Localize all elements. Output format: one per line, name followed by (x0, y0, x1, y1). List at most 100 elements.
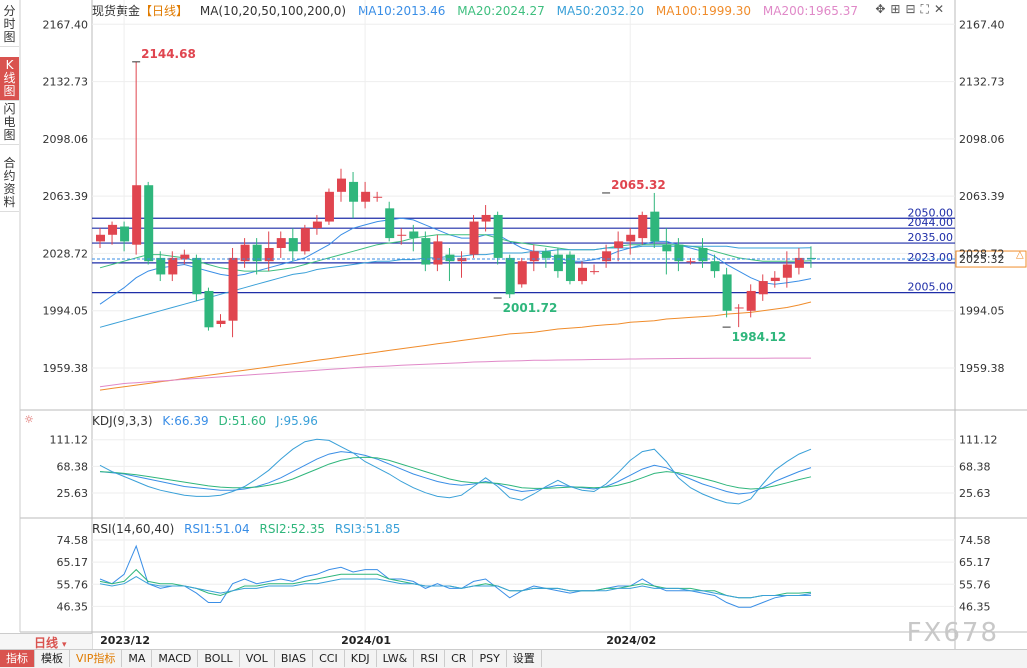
candle-body (457, 257, 467, 262)
toolbar-item-14[interactable]: 设置 (507, 650, 542, 667)
kdj-name[interactable]: KDJ(9,3,3) (92, 414, 153, 428)
toolbar-item-13[interactable]: PSY (473, 650, 507, 667)
y-tick-right: 2167.40 (959, 18, 1005, 31)
candle-body (794, 257, 804, 268)
x-tick-label: 2023/12 (100, 634, 150, 647)
toolbar-item-12[interactable]: CR (445, 650, 474, 667)
candle-body (469, 221, 479, 255)
candle-body (300, 228, 310, 252)
period-selector[interactable]: 日线 ▾ (0, 633, 92, 651)
move-icon[interactable]: ✥ (875, 2, 891, 16)
candle-body (662, 244, 672, 252)
rsi-y-tick-right: 65.17 (959, 556, 991, 569)
period-tag[interactable]: 【日线】 (140, 4, 189, 18)
toolbar-item-4[interactable]: MACD (152, 650, 199, 667)
candle-body (192, 257, 202, 295)
y-tick-left: 2063.39 (43, 190, 89, 203)
level-label: 2035.00 (908, 231, 954, 244)
candle-body (445, 254, 455, 262)
ma50-value: MA50:2032.20 (556, 4, 645, 18)
toolbar-item-0[interactable]: 指标 (0, 650, 35, 667)
candle-body (108, 224, 118, 235)
candle-body (228, 257, 238, 321)
candle-body (132, 185, 142, 245)
toolbar-item-8[interactable]: CCI (313, 650, 345, 667)
main-legend: 现货黄金【日线】 MA(10,20,50,100,200,0) MA10:201… (92, 2, 866, 19)
annotation-label: 1984.12 (732, 330, 787, 344)
candle-body (96, 234, 105, 242)
candle-body (746, 290, 756, 311)
side-tab-1[interactable]: K 线 图 (0, 57, 19, 101)
candle-body (710, 261, 720, 272)
candle-body (505, 257, 515, 295)
candle-body (216, 320, 226, 324)
y-tick-left: 2167.40 (43, 18, 89, 31)
y-tick-right: 2098.06 (959, 133, 1005, 146)
side-tab-2[interactable]: 闪 电 图 (0, 101, 19, 145)
candle-body (276, 238, 286, 248)
side-tab-3[interactable]: 合 约 资 料 (0, 155, 19, 212)
candle-body (553, 254, 563, 272)
rsi-y-tick-right: 46.35 (959, 600, 991, 613)
level-label: 2023.00 (908, 251, 954, 264)
annotation-label: 2001.72 (503, 301, 558, 315)
rsi-legend: RSI(14,60,40) RSI1:51.04 RSI2:52.35 RSI3… (92, 522, 406, 536)
candle-body (565, 254, 575, 282)
last-close-label: 2028.72 (959, 247, 1005, 260)
kdj-legend: KDJ(9,3,3) K:66.39 D:51.60 J:95.96 (92, 414, 324, 428)
chart-canvas[interactable]: ☼ 2167.40 2167.40 2132.73 2132.73 2098.06 2098… (0, 0, 1027, 650)
ma-setting[interactable]: MA(10,20,50,100,200,0) (199, 4, 347, 18)
watermark: FX678 (906, 618, 999, 648)
side-tab-0[interactable]: 分 时 图 (0, 3, 19, 47)
toolbar-item-10[interactable]: LW& (377, 650, 415, 667)
symbol-name: 现货黄金 (92, 4, 141, 18)
candle-body (288, 238, 298, 252)
y-tick-left: 1994.05 (43, 305, 89, 318)
kdj-y-tick-right: 111.12 (959, 434, 998, 447)
candle-body (349, 181, 359, 202)
y-tick-right: 2132.73 (959, 76, 1005, 89)
toolbar-item-1[interactable]: 模板 (35, 650, 70, 667)
toolbar-item-7[interactable]: BIAS (275, 650, 314, 667)
candle-body (156, 257, 166, 275)
kdj-line-j (99, 438, 812, 505)
candle-body (252, 244, 262, 262)
candle-body (626, 234, 636, 242)
annotation-label: 2065.32 (611, 178, 666, 192)
close-icon[interactable]: ✕ (933, 2, 949, 16)
current-price-label: 2025.32 (959, 253, 1005, 266)
toolbar-item-3[interactable]: MA (122, 650, 153, 667)
candle-body (180, 254, 190, 260)
y-tick-left: 1959.38 (43, 362, 89, 375)
candle-body (373, 196, 383, 198)
candle-body (481, 214, 491, 222)
candle-body (397, 234, 407, 236)
fullscreen-icon[interactable]: ⛶ (920, 2, 934, 16)
candle-body (698, 248, 708, 262)
candle-body (120, 226, 130, 242)
toolbar-item-2[interactable]: VIP指标 (70, 650, 123, 667)
candle-body (806, 257, 816, 260)
toolbar-item-9[interactable]: KDJ (345, 650, 377, 667)
candle-body (686, 261, 696, 263)
current-price-box (955, 250, 1027, 268)
rsi-y-tick-left: 74.58 (57, 534, 89, 547)
zoom-in-icon[interactable]: ⊞ (890, 2, 906, 16)
rsi-y-tick-right: 74.58 (959, 534, 991, 547)
candle-body (421, 238, 431, 265)
kdj-k: K:66.39 (162, 414, 209, 428)
rsi-y-tick-left: 46.35 (57, 600, 89, 613)
zoom-out-icon[interactable]: ⊟ (905, 2, 921, 16)
candle-body (168, 257, 178, 275)
toolbar-item-5[interactable]: BOLL (198, 650, 240, 667)
rsi-name[interactable]: RSI(14,60,40) (92, 522, 175, 536)
kdj-y-tick-left: 111.12 (50, 434, 89, 447)
rsi-y-tick-left: 65.17 (57, 556, 89, 569)
candle-body (409, 231, 419, 239)
toolbar-item-6[interactable]: VOL (240, 650, 275, 667)
ma-line-ma100 (99, 301, 812, 391)
candle-body (614, 241, 624, 248)
ma10-value: MA10:2013.46 (357, 4, 446, 18)
toolbar-item-11[interactable]: RSI (414, 650, 446, 667)
ma-line-ma50 (99, 245, 812, 328)
